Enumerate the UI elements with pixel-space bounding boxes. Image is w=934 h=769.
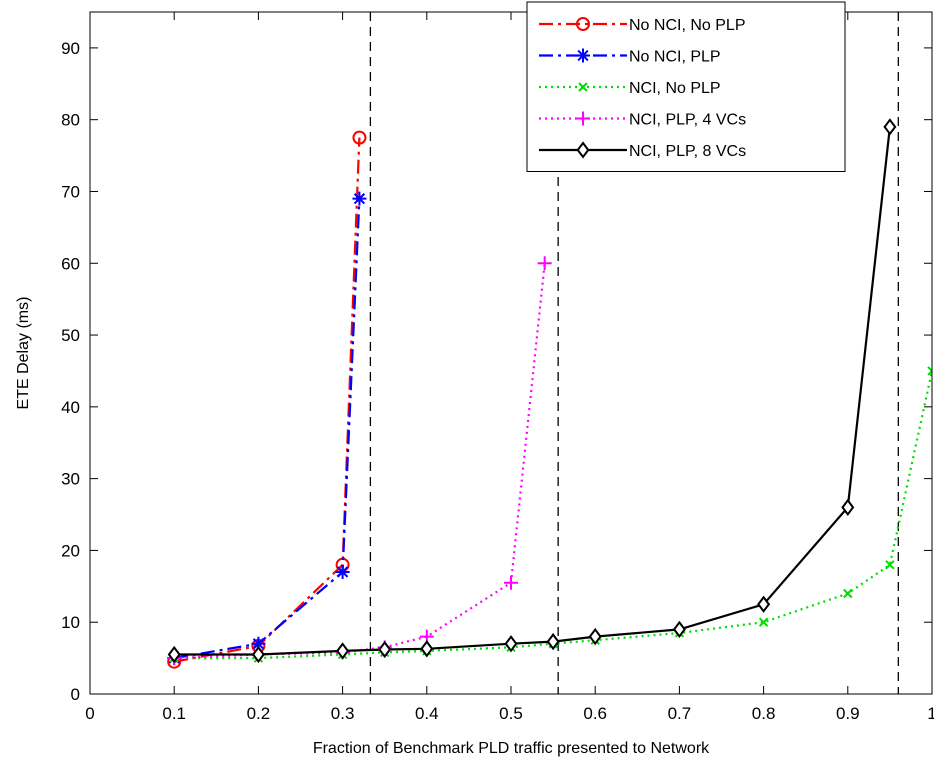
data-point-nci-plp-4-vcs-6 <box>504 575 518 590</box>
legend-entry-nci-plp-8-vcs: NCI, PLP, 8 VCs <box>539 141 746 160</box>
data-point-nci-plp-8-vcs-10 <box>757 595 771 613</box>
y-tick-label: 10 <box>61 613 80 632</box>
y-tick-label: 0 <box>71 685 80 704</box>
data-point-nci-plp-8-vcs-2 <box>251 645 265 664</box>
legend-marker-no-nci-plp <box>576 48 590 63</box>
x-tick-label: 0.4 <box>415 704 439 723</box>
axes: 0 0.1 0.2 0.3 0.4 0.5 0.6 0.7 0.8 0.9 101020304050… <box>61 11 934 723</box>
data-point-nci-plp-8-vcs-9 <box>672 620 686 639</box>
x-tick-label: 0.5 <box>499 704 523 723</box>
legend-entry-no-nci-no-plp: No NCI, No PLP <box>539 17 745 34</box>
data-point-no-nci-plp-2 <box>251 636 266 651</box>
data-point-nci-no-plp-12 <box>885 560 895 570</box>
data-point-nci-plp-8-vcs-3 <box>336 642 350 660</box>
y-tick-label: 80 <box>61 111 80 130</box>
x-tick-label: 0.3 <box>331 704 355 723</box>
data-point-nci-plp-8-vcs-7 <box>546 632 560 651</box>
x-tick-label: 0.7 <box>668 704 692 723</box>
x-tick-label: 0.2 <box>247 704 271 723</box>
data-point-nci-plp-8-vcs-8 <box>588 627 602 646</box>
data-point-nci-plp-8-vcs-11 <box>841 498 855 517</box>
data-point-nci-plp-8-vcs-5 <box>420 640 434 658</box>
y-tick-label: 90 <box>61 39 80 58</box>
data-point-nci-plp-8-vcs-1 <box>167 645 181 664</box>
x-tick-label: 1 <box>927 704 934 723</box>
legend-marker-no-nci-no-plp <box>576 17 590 31</box>
legend-label: NCI, PLP, 4 VCs <box>629 112 746 129</box>
data-point-nci-plp-8-vcs-4 <box>378 640 392 659</box>
plot-area <box>167 12 932 694</box>
legend-entry-nci-no-plp: NCI, No PLP <box>539 80 721 97</box>
x-tick-label: 0.1 <box>162 704 186 723</box>
legend-marker-nci-no-plp <box>578 82 588 92</box>
x-tick-label: 0.9 <box>836 704 860 723</box>
legend-entry-no-nci-plp: No NCI, PLP <box>539 48 721 66</box>
data-point-nci-no-plp-10 <box>758 617 769 627</box>
legend-marker-nci-plp-4-vcs <box>576 111 590 126</box>
data-point-nci-plp-8-vcs-6 <box>504 635 518 653</box>
legend-label: NCI, No PLP <box>629 80 721 97</box>
x-tick-label: 0 <box>85 704 94 723</box>
x-axis-label: Fraction of Benchmark PLD traffic presen… <box>313 740 710 757</box>
y-tick-label: 40 <box>61 398 80 417</box>
data-point-no-nci-no-plp-4 <box>352 130 367 145</box>
y-tick-label: 60 <box>61 254 80 273</box>
data-point-nci-no-plp-13 <box>927 366 932 376</box>
series-nci-plp-8-vcs <box>167 118 897 664</box>
data-point-nci-plp-8-vcs-12 <box>883 118 897 136</box>
series-line-nci-plp-8-vcs <box>174 126 891 656</box>
legend-label: No NCI, No PLP <box>629 17 745 34</box>
legend-entry-nci-plp-4-vcs: NCI, PLP, 4 VCs <box>539 111 746 129</box>
legend-label: No NCI, PLP <box>629 49 721 66</box>
legend-label: NCI, PLP, 8 VCs <box>629 143 746 160</box>
y-axis-label: ETE Delay (ms) <box>15 297 32 410</box>
y-tick-label: 70 <box>61 182 80 201</box>
data-point-no-nci-plp-4 <box>352 191 367 206</box>
series-line-no-nci-no-plp <box>173 137 361 663</box>
data-point-nci-plp-4-vcs-7 <box>537 256 552 271</box>
y-tick-label: 50 <box>61 326 80 345</box>
data-point-no-nci-plp-3 <box>335 564 350 579</box>
series-line-no-nci-plp <box>174 198 361 660</box>
y-tick-label: 20 <box>61 541 80 560</box>
plot-content <box>167 12 932 694</box>
x-tick-label: 0.8 <box>752 704 776 723</box>
data-point-nci-no-plp-11 <box>843 588 853 599</box>
legend-marker-nci-plp-8-vcs <box>576 141 590 159</box>
legend: No NCI, No PLP No NCI, PLP NCI, No PLP NCI,… <box>526 1 846 172</box>
y-tick-label: 30 <box>61 470 80 489</box>
x-tick-label: 0.6 <box>583 704 607 723</box>
